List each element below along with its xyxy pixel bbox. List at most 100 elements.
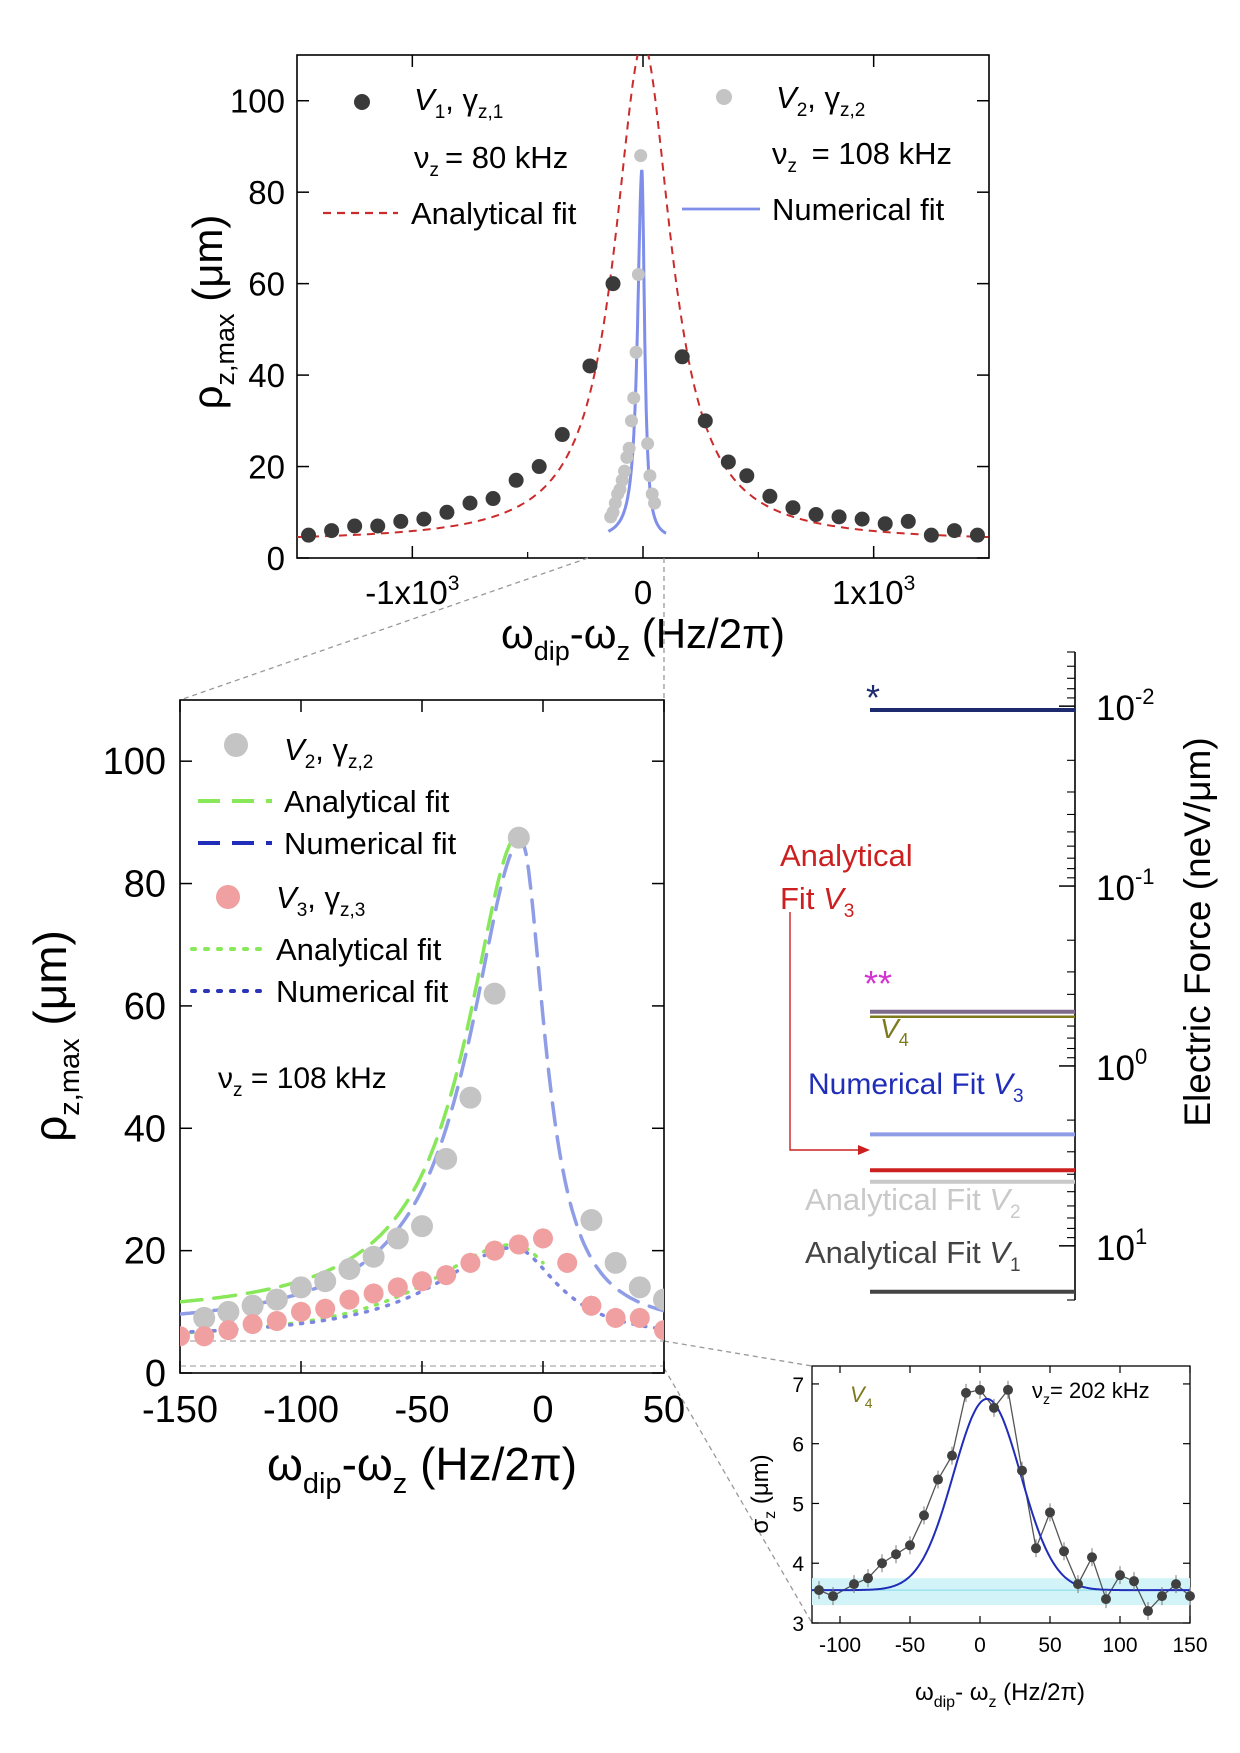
top-y-tick-label: 100 xyxy=(230,83,285,120)
legend-zoom-v2-label: V2, γz,2 xyxy=(284,732,373,773)
force-tick-label: 100 xyxy=(1096,1044,1147,1088)
zoom-v3-point xyxy=(605,1307,626,1328)
inset-data-point xyxy=(1073,1579,1083,1590)
inset-x-tick-label: -50 xyxy=(895,1634,925,1657)
top-v2-point xyxy=(629,345,643,359)
legend-zoom-v3-label: V3, γz,3 xyxy=(276,880,365,921)
force-arrow-head xyxy=(858,1145,870,1155)
inset-data-point xyxy=(1087,1552,1097,1563)
top-v1-point xyxy=(301,527,317,543)
top-v2-point xyxy=(618,464,632,478)
legend-v1-frequency: νz = 80 kHz xyxy=(414,140,568,181)
top-v1-point xyxy=(720,454,736,470)
force-axis-title: Electric Force (neV/μm) xyxy=(1177,737,1218,1126)
legend-zoom-v3-analytical-label: Analytical fit xyxy=(276,932,442,967)
zoom-v2-point xyxy=(290,1276,312,1299)
zoom-x-tick-label: -100 xyxy=(263,1389,339,1431)
inset-data-point xyxy=(1031,1543,1041,1554)
top-analytical-fit-curve xyxy=(297,55,989,539)
zoom-chart: -150 -100 -50 0 50 0 20 40 60 80 100 V2, γz,2 Anal… xyxy=(24,699,685,1500)
force-analytical-v3-label-2: Fit V3 xyxy=(780,881,854,922)
force-analytical-v2-label: Analytical Fit V2 xyxy=(805,1182,1021,1223)
top-v1-point xyxy=(808,507,824,523)
zoom-v3-point xyxy=(557,1252,578,1273)
top-v1-point xyxy=(416,511,432,527)
top-v1-point xyxy=(508,472,524,488)
force-numerical-v3-label: Numerical Fit V3 xyxy=(808,1068,1024,1107)
top-y-tick-label: 40 xyxy=(248,357,285,394)
zoom-v3-point xyxy=(581,1295,602,1316)
zoom-v2-point xyxy=(314,1270,337,1293)
force-star-marker: * xyxy=(866,677,880,718)
top-v2-point xyxy=(622,441,636,455)
top-v2-point xyxy=(631,267,645,281)
top-v1-point xyxy=(462,495,478,511)
top-v1-point xyxy=(739,468,755,484)
top-v1-point xyxy=(831,509,847,525)
zoom-v3-point xyxy=(291,1301,311,1322)
inset-data-point xyxy=(891,1549,901,1560)
zoom-guide-lines xyxy=(179,557,813,1624)
inset-y-axis-title: σz (μm) xyxy=(747,1454,779,1533)
top-y-tick-label: 20 xyxy=(248,449,285,486)
force-tick-label: 10-1 xyxy=(1096,864,1155,908)
inset-data-point xyxy=(814,1585,824,1596)
zoom-v2-point xyxy=(580,1209,603,1232)
zoom-y-tick-label: 40 xyxy=(124,1108,166,1150)
top-chart: -1x103 0 1x103 0 20 40 60 80 100 V1, γz,1 νz = 80… xyxy=(184,54,990,666)
legend-zoom-v3-marker xyxy=(216,885,240,909)
top-y-tick-label: 0 xyxy=(267,540,285,577)
inset-y-tick-label: 3 xyxy=(792,1613,804,1636)
inset-x-tick-label: -100 xyxy=(819,1634,861,1657)
top-v1-point xyxy=(900,513,916,529)
inset-x-tick-label: 50 xyxy=(1038,1634,1061,1657)
top-v1-point xyxy=(347,518,363,534)
inset-series-label: V4 xyxy=(850,1382,873,1411)
zoom-v3-point xyxy=(654,1320,664,1341)
inset-data-point xyxy=(961,1387,971,1398)
top-v1-point xyxy=(969,527,985,543)
zoom-v3-point xyxy=(508,1234,529,1255)
zoom-v3-point xyxy=(629,1307,650,1328)
legend-v1-label: V1, γz,1 xyxy=(414,82,503,123)
zoom-v2-point xyxy=(241,1294,264,1317)
zoom-v2-point xyxy=(193,1306,216,1329)
legend-zoom-v2-numerical-label: Numerical fit xyxy=(284,826,457,861)
inset-data-point xyxy=(1143,1606,1153,1617)
force-tick-label: 101 xyxy=(1096,1224,1147,1268)
zoom-x-tick-label: -150 xyxy=(142,1389,218,1431)
inset-data-point xyxy=(1003,1384,1013,1395)
zoom-v2-point xyxy=(435,1147,458,1170)
zoom-v3-point xyxy=(266,1310,287,1331)
inset-data-point xyxy=(905,1540,915,1551)
inset-chart-frame xyxy=(811,1365,1191,1624)
zoom-v2-point xyxy=(483,982,506,1005)
inset-data-point xyxy=(1059,1546,1069,1557)
top-v1-point xyxy=(485,491,501,507)
zoom-v2-point xyxy=(386,1227,409,1250)
zoom-v2-point xyxy=(265,1288,288,1311)
inset-data-point xyxy=(1129,1576,1139,1587)
zoom-y-tick-label: 0 xyxy=(145,1353,166,1395)
zoom-v2-point xyxy=(459,1086,482,1109)
top-v1-point xyxy=(324,523,340,539)
force-analytical-v3-label: Analytical xyxy=(780,838,913,873)
zoom-v3-point xyxy=(460,1252,481,1273)
force-analytical-v1-label: Analytical Fit V1 xyxy=(805,1235,1021,1276)
top-y-tick-label: 80 xyxy=(248,174,285,211)
inset-x-tick-label: 0 xyxy=(974,1634,986,1657)
force-double-star-marker: ** xyxy=(864,963,892,1004)
zoom-v3-point xyxy=(363,1283,384,1304)
inset-data-point xyxy=(1045,1507,1055,1518)
zoom-v3-point xyxy=(533,1228,553,1249)
zoom-v2-point xyxy=(628,1276,651,1299)
top-v1-point xyxy=(605,276,621,292)
zoom-v2-point xyxy=(653,1288,664,1311)
force-tick-label: 10-2 xyxy=(1096,684,1155,728)
legend-v2-frequency: νz = 108 kHz xyxy=(772,136,952,177)
zoom-x-tick-label: -50 xyxy=(395,1389,450,1431)
legend-v2-label: V2, γz,2 xyxy=(776,80,865,121)
inset-x-tick-label: 150 xyxy=(1172,1634,1207,1657)
inset-y-tick-label: 5 xyxy=(792,1493,804,1516)
zoom-v2-point xyxy=(604,1251,627,1274)
